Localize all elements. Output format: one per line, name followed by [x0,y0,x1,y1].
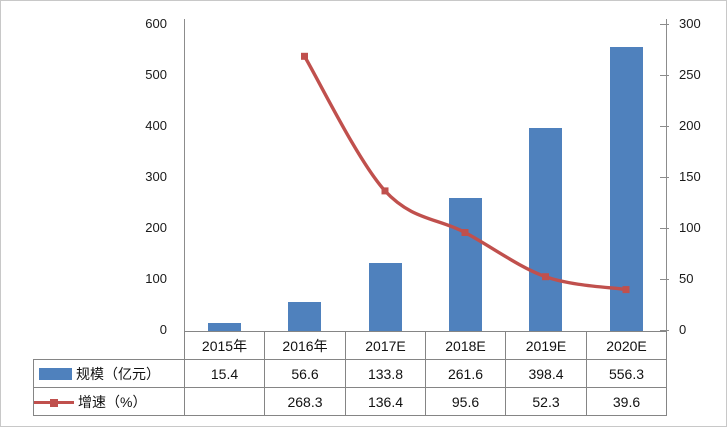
legend-label: 规模（亿元） [76,365,160,382]
line-marker-0 [301,52,308,60]
left-axis-tick-label: 200 [145,220,167,235]
legend-line-marker [50,398,58,407]
legend-bar-swatch [39,367,72,380]
table-value-scale-4: 398.4 [505,359,587,388]
legend-cell-scale: 规模（亿元） [33,359,185,388]
right-axis-line [666,19,667,331]
table-value-growth-2: 136.4 [345,387,426,416]
table-value-scale-5: 556.3 [586,359,667,388]
right-axis-tick-label: 200 [679,118,701,133]
left-axis-line [184,19,185,331]
bar-5 [610,47,643,331]
category-label-3: 2018E [425,331,506,360]
category-label-2: 2017E [345,331,426,360]
table-value-growth-1: 268.3 [264,387,346,416]
left-axis-tick-label: 300 [145,169,167,184]
table-value-scale-2: 133.8 [345,359,426,388]
right-axis-tick-mark [660,75,669,76]
right-axis-tick-label: 300 [679,16,701,31]
right-axis-tick-mark [660,24,669,25]
table-value-growth-0 [184,387,265,416]
right-axis-tick-label: 250 [679,67,701,82]
left-axis-tick-label: 500 [145,67,167,82]
category-label-0: 2015年 [184,331,265,360]
right-axis-tick-mark [660,330,669,331]
bar-2 [369,262,402,331]
right-axis-tick-label: 50 [679,271,694,286]
bar-4 [529,127,562,331]
category-label-4: 2019E [505,331,587,360]
right-axis-tick-label: 0 [679,322,687,337]
bar-0 [208,323,241,331]
legend-label: 增速（%） [78,393,147,410]
right-axis-tick-label: 150 [679,169,701,184]
table-value-growth-4: 52.3 [505,387,587,416]
left-axis-tick-label: 100 [145,271,167,286]
bar-3 [449,197,482,331]
right-axis-tick-mark [660,126,669,127]
legend-line-swatch [34,396,74,408]
table-value-scale-1: 56.6 [264,359,346,388]
table-value-growth-5: 39.6 [586,387,667,416]
left-axis-tick-label: 0 [159,322,167,337]
table-value-scale-3: 261.6 [425,359,506,388]
bar-1 [288,302,321,331]
right-axis-tick-mark [660,177,669,178]
category-label-1: 2016年 [264,331,346,360]
right-axis-tick-mark [660,228,669,229]
left-axis-tick-label: 600 [145,16,167,31]
table-value-scale-0: 15.4 [184,359,265,388]
right-axis-tick-label: 100 [679,220,701,235]
table-value-growth-3: 95.6 [425,387,506,416]
legend-cell-growth: 增速（%） [33,387,185,416]
right-axis-tick-mark [660,279,669,280]
category-label-5: 2020E [586,331,667,360]
line-marker-1 [381,187,389,195]
left-axis-tick-label: 400 [145,118,167,133]
